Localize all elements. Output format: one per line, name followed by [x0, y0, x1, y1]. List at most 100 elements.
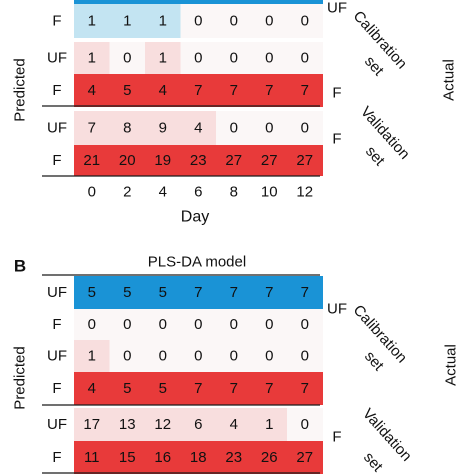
cell-value: 7 [265, 82, 273, 99]
cell-value: 5 [88, 284, 96, 301]
predicted-class-label: UF [47, 284, 67, 301]
cell-value: 17 [83, 416, 100, 433]
cell-value: 0 [230, 120, 238, 137]
cell-value: 0 [159, 316, 167, 333]
x-tick-label: 12 [296, 184, 313, 201]
actual-class-label: F [332, 429, 341, 446]
cell-value: 26 [261, 449, 278, 466]
cell-value: 7 [230, 284, 238, 301]
cell-value: 1 [159, 50, 167, 67]
cell-value: 1 [88, 13, 96, 30]
heatmap-cell [109, 74, 146, 107]
heatmap-cell [287, 42, 323, 74]
panel-title: PLS-DA model [148, 254, 246, 271]
cell-value: 7 [301, 82, 309, 99]
heatmap-cell [180, 74, 217, 107]
heatmap-cell [216, 309, 252, 340]
heatmap-cell [180, 340, 217, 372]
cell-value: 20 [119, 152, 136, 169]
x-tick-label: 6 [194, 184, 202, 201]
cell-value: 0 [230, 50, 238, 67]
heatmap-cell [287, 372, 323, 405]
actual-class-label: UF [327, 0, 347, 17]
heatmap-cell [216, 340, 252, 372]
heatmap-cell [109, 340, 146, 372]
heatmap-cell [145, 441, 181, 474]
heatmap-cell [109, 408, 146, 441]
cell-value: 16 [154, 449, 171, 466]
heatmap-cell [74, 309, 110, 340]
cell-value: 5 [159, 380, 167, 397]
cell-value: 7 [301, 380, 309, 397]
heatmap-cell [287, 408, 323, 441]
heatmap-cell [109, 441, 146, 474]
cell-value: 8 [123, 120, 131, 137]
heatmap-cell [251, 441, 288, 474]
heatmap-cell [180, 111, 217, 145]
heatmap-cell [287, 340, 323, 372]
heatmap-cell [74, 340, 110, 372]
heatmap-cell [109, 145, 146, 176]
panel-label: B [14, 257, 26, 276]
cell-value: 7 [265, 380, 273, 397]
heatmap-cell [251, 408, 288, 441]
cell-value: 7 [194, 284, 202, 301]
cell-value: 1 [88, 50, 96, 67]
predicted-axis-label: Predicted [12, 58, 29, 121]
x-tick-label: 0 [88, 184, 96, 201]
heatmap-cell [251, 145, 288, 176]
group-label-set: set [362, 143, 389, 170]
actual-axis-label: Actual [443, 344, 460, 386]
heatmap-cell [251, 111, 288, 145]
heatmap-cell [251, 372, 288, 405]
heatmap-cell [109, 42, 146, 74]
heatmap-cell [180, 372, 217, 405]
heatmap-cell [216, 0, 252, 4]
heatmap-cell [216, 408, 252, 441]
cell-value: 0 [123, 50, 131, 67]
cell-value: 0 [194, 348, 202, 365]
heatmap-cell [216, 74, 252, 107]
cell-value: 0 [194, 50, 202, 67]
cell-value: 4 [194, 120, 202, 137]
heatmap-cell [145, 42, 181, 74]
cell-value: 0 [123, 316, 131, 333]
heatmap-cell [74, 372, 110, 405]
predicted-class-label: UF [47, 50, 67, 67]
actual-class-label: F [332, 131, 341, 148]
x-tick-label: 2 [123, 184, 131, 201]
cell-value: 0 [301, 120, 309, 137]
heatmap-cell [145, 340, 181, 372]
heatmap-cell [74, 0, 110, 4]
heatmap-cell [287, 4, 323, 38]
heatmap-cell [145, 111, 181, 145]
predicted-class-label: F [52, 449, 61, 466]
cell-value: 7 [230, 380, 238, 397]
heatmap-cell [251, 4, 288, 38]
cell-value: 0 [265, 13, 273, 30]
heatmap-cell [74, 42, 110, 74]
cell-value: 5 [123, 82, 131, 99]
predicted-class-label: F [52, 380, 61, 397]
cell-value: 4 [230, 416, 238, 433]
heatmap-cell [287, 145, 323, 176]
cell-value: 0 [194, 316, 202, 333]
heatmap-cell [180, 309, 217, 340]
heatmap-cell [180, 145, 217, 176]
heatmap-cell [109, 276, 146, 309]
cell-value: 4 [88, 380, 96, 397]
heatmap-cell [287, 74, 323, 107]
cell-value: 1 [265, 416, 273, 433]
cell-value: 7 [301, 284, 309, 301]
heatmap-cell [287, 0, 323, 4]
cell-value: 7 [88, 120, 96, 137]
heatmap-cell [180, 4, 217, 38]
heatmap-cell [74, 408, 110, 441]
actual-class-label: F [332, 85, 341, 102]
heatmap-cell [251, 42, 288, 74]
heatmap-cell [216, 4, 252, 38]
heatmap-cell [180, 276, 217, 309]
heatmap-cell [251, 0, 288, 4]
group-label-set: set [361, 348, 388, 375]
heatmap-cell [145, 372, 181, 405]
